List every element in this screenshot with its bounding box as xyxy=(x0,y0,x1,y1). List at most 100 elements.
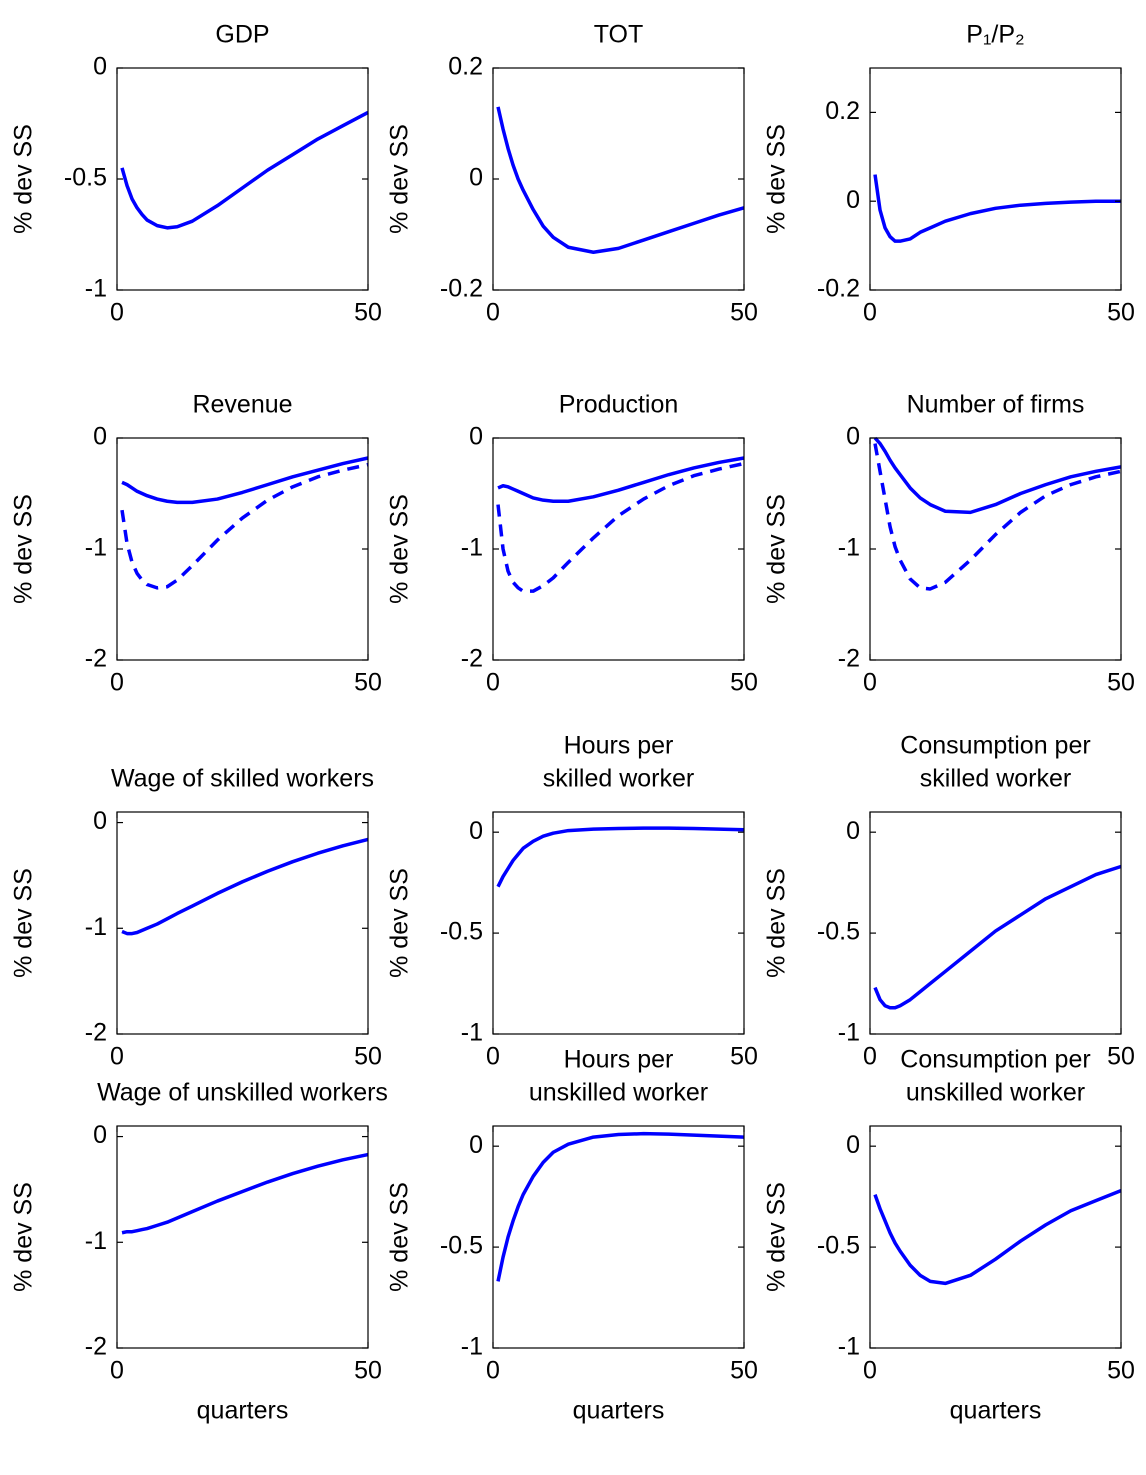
y-tick-label: 0 xyxy=(93,423,107,451)
x-axis-label: quarters xyxy=(950,1397,1042,1425)
y-tick-label: -2 xyxy=(85,645,107,673)
y-tick-label: -1 xyxy=(461,1019,483,1047)
panel-title: skilled worker xyxy=(543,765,694,793)
y-tick-label: -0.2 xyxy=(817,275,860,303)
y-tick-label: 0 xyxy=(93,1121,107,1149)
y-axis-label: % dev SS xyxy=(386,1182,414,1292)
x-tick-label: 50 xyxy=(730,1043,758,1071)
y-tick-label: 0 xyxy=(469,817,483,845)
panel-title: GDP xyxy=(215,21,269,49)
x-tick-label: 50 xyxy=(354,299,382,327)
panel-title: Number of firms xyxy=(907,391,1085,419)
y-axis-label: % dev SS xyxy=(763,1182,791,1292)
panel-title: Wage of skilled workers xyxy=(111,765,374,793)
x-tick-label: 50 xyxy=(1107,1357,1135,1385)
y-tick-label: -0.5 xyxy=(817,918,860,946)
y-tick-label: -0.2 xyxy=(440,275,483,303)
panel-title: Consumption per xyxy=(900,732,1090,760)
y-tick-label: -1 xyxy=(838,534,860,562)
data-line xyxy=(121,1152,369,1235)
x-tick-label: 50 xyxy=(730,669,758,697)
plot-area xyxy=(870,438,1121,660)
axes-box xyxy=(116,811,369,1035)
panel: -1 -0.5 0 0 50 Hours per skilled worker % dev S… xyxy=(386,732,758,1071)
axes-box xyxy=(116,1125,369,1349)
y-tick-label: 0 xyxy=(469,1131,483,1159)
y-tick-label: -0.5 xyxy=(64,164,107,192)
plot-area xyxy=(117,68,368,290)
panel-title: Hours per xyxy=(564,732,674,760)
axes-box xyxy=(492,811,745,1035)
data-line xyxy=(121,837,369,936)
y-tick-label: -1 xyxy=(85,913,107,941)
y-axis-label: % dev SS xyxy=(386,124,414,234)
x-tick-label: 0 xyxy=(486,299,500,327)
panel: -1 -0.5 0 0 50 Hours per unskilled worker % dev… xyxy=(386,1046,758,1425)
data-line xyxy=(120,462,369,590)
data-line xyxy=(496,106,745,255)
panel-title: Production xyxy=(559,391,679,419)
x-axis-label: quarters xyxy=(573,1397,665,1425)
y-tick-label: -2 xyxy=(85,1333,107,1361)
y-tick-label: -1 xyxy=(461,1333,483,1361)
panel: -2 -1 0 0 50 Wage of skilled workers % dev SS xyxy=(10,765,382,1071)
y-tick-label: -1 xyxy=(461,534,483,562)
y-axis-label: % dev SS xyxy=(763,868,791,978)
y-tick-label: -1 xyxy=(838,1333,860,1361)
y-axis-label: % dev SS xyxy=(386,494,414,604)
x-tick-label: 0 xyxy=(110,299,124,327)
y-axis-label: % dev SS xyxy=(10,868,38,978)
panel: -2 -1 0 0 50 Revenue % dev SS xyxy=(10,391,382,697)
x-tick-label: 0 xyxy=(486,1357,500,1385)
y-tick-label: -0.5 xyxy=(817,1232,860,1260)
panel-title: TOT xyxy=(594,21,644,49)
x-tick-label: 50 xyxy=(354,1357,382,1385)
panel: -1 -0.5 0 0 50 Consumption per unskilled worke… xyxy=(763,1046,1135,1425)
data-line xyxy=(496,826,745,888)
y-tick-label: -2 xyxy=(838,645,860,673)
y-tick-label: 0 xyxy=(93,807,107,835)
plot-area xyxy=(870,68,1121,290)
panel: -2 -1 0 0 50 Number of firms % dev SS xyxy=(763,391,1135,697)
x-tick-label: 50 xyxy=(1107,669,1135,697)
data-line xyxy=(873,174,1121,243)
x-tick-label: 0 xyxy=(863,1357,877,1385)
x-axis-label: quarters xyxy=(197,1397,289,1425)
axes-box xyxy=(869,811,1122,1035)
plot-area xyxy=(493,438,744,660)
y-tick-label: 0 xyxy=(846,186,860,214)
plot-area xyxy=(493,68,744,290)
x-tick-label: 0 xyxy=(486,1043,500,1071)
plot-area xyxy=(493,812,744,1034)
x-tick-label: 0 xyxy=(110,669,124,697)
data-line xyxy=(496,1131,745,1282)
x-tick-label: 50 xyxy=(354,669,382,697)
data-line xyxy=(120,110,369,230)
y-tick-label: -0.5 xyxy=(440,918,483,946)
panel: -1 -0.5 0 0 50 Consumption per skilled worker%… xyxy=(763,732,1135,1071)
panel: -2 -1 0 0 50 Wage of unskilled workers % dev S… xyxy=(10,1079,388,1425)
axes-box xyxy=(492,1125,745,1349)
y-tick-label: 0.2 xyxy=(448,53,483,81)
x-tick-label: 0 xyxy=(110,1043,124,1071)
y-tick-label: -1 xyxy=(838,1019,860,1047)
panel-title: skilled worker xyxy=(920,765,1071,793)
x-tick-label: 0 xyxy=(863,669,877,697)
plot-area xyxy=(493,1126,744,1348)
panel-title: unskilled worker xyxy=(529,1079,708,1107)
y-axis-label: % dev SS xyxy=(10,1182,38,1292)
plot-area xyxy=(117,812,368,1034)
y-tick-label: -2 xyxy=(85,1019,107,1047)
plot-area xyxy=(117,438,368,660)
panel-title: Consumption per xyxy=(900,1046,1090,1074)
panel: -2 -1 0 0 50 Production % dev SS xyxy=(386,391,758,697)
panel-title: Hours per xyxy=(564,1046,674,1074)
plot-area xyxy=(870,1126,1121,1348)
y-tick-label: 0 xyxy=(846,817,860,845)
y-tick-label: -0.5 xyxy=(440,1232,483,1260)
plot-area xyxy=(117,1126,368,1348)
y-tick-label: 0.2 xyxy=(825,97,860,125)
